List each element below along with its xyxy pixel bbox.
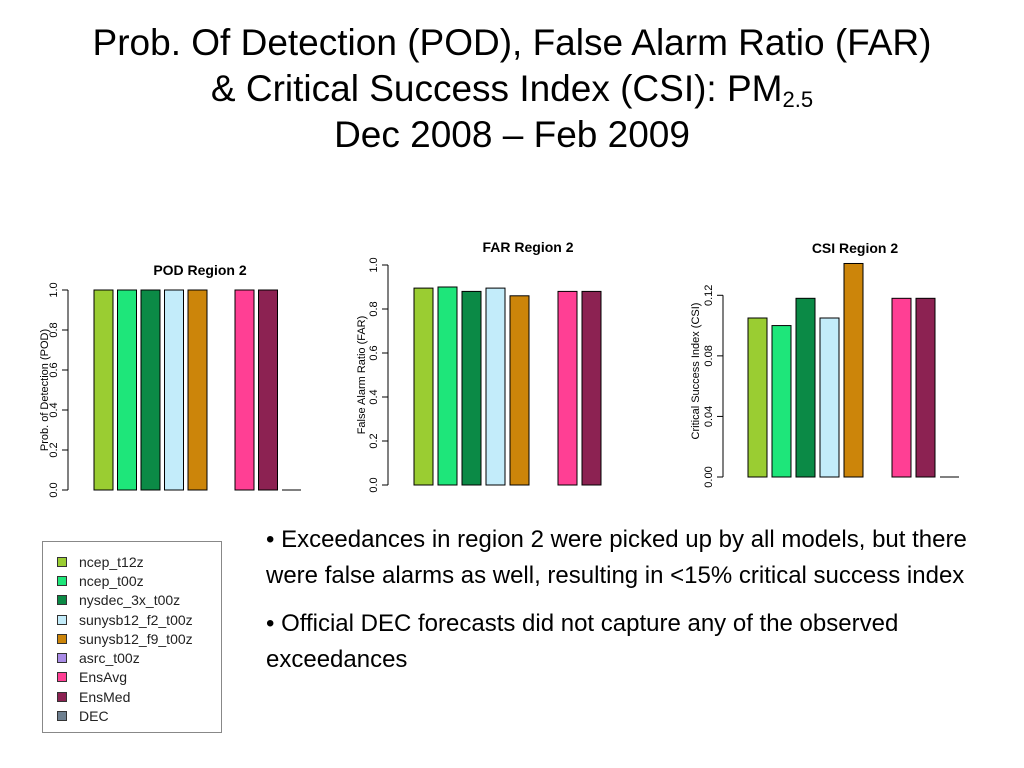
legend-swatch (57, 711, 67, 722)
legend-item: EnsMed (57, 687, 221, 706)
bar-sunysb12_f9_t00z (843, 262, 864, 478)
y-tick-label: 0.6 (368, 345, 380, 360)
chart-title: FAR Region 2 (482, 239, 573, 255)
legend-label: asrc_t00z (79, 650, 140, 667)
chart-legend: ncep_t12z ncep_t00z nysdec_3x_t00z sunysb12… (42, 541, 222, 733)
bar-ncep_t12z (413, 287, 434, 486)
bullet-item: • Exceedances in region 2 were picked up… (266, 526, 967, 589)
bar-ncep_t00z (437, 286, 458, 486)
y-tick-label: 0.4 (48, 402, 60, 417)
chart-title: POD Region 2 (153, 262, 247, 278)
legend-label: nysdec_3x_t00z (79, 592, 181, 609)
y-tick-label: 1.0 (368, 257, 380, 272)
title-line-2-subscript: 2.5 (782, 87, 814, 112)
y-tick-label: 0.8 (48, 322, 60, 337)
bar-EnsAvg (557, 290, 578, 486)
chart-title: CSI Region 2 (812, 240, 899, 256)
bar-sunysb12_f9_t00z (509, 295, 530, 486)
bar-sunysb12_f2_t00z (485, 287, 506, 486)
legend-swatch (57, 595, 67, 606)
far-chart: FAR Region 2 0.0 0.2 0.4 0.6 0.8 1.0 False Alar… (356, 239, 602, 493)
y-axis-label: Prob. of Detection (POD) (39, 329, 51, 451)
y-axis-label: Critical Success Index (CSI) (690, 303, 702, 440)
legend-item: ncep_t12z (57, 552, 221, 571)
bar-EnsMed (581, 290, 602, 486)
y-tick-label: 0.12 (703, 285, 715, 306)
y-tick-label: 0.0 (368, 477, 380, 492)
legend-item: sunysb12_f2_t00z (57, 610, 221, 629)
y-tick-label: 0.2 (368, 433, 380, 448)
bar-EnsMed (258, 289, 278, 491)
bar-EnsAvg (234, 289, 255, 491)
legend-label: ncep_t12z (79, 553, 144, 570)
legend-label: DEC (79, 708, 109, 725)
legend-swatch (57, 556, 67, 567)
bullet-item: • Official DEC forecasts did not capture… (266, 610, 899, 673)
bar-EnsMed (915, 297, 936, 478)
legend-label: ncep_t00z (79, 572, 144, 589)
legend-item: sunysb12_f9_t00z (57, 629, 221, 648)
bar-ncep_t00z (117, 289, 137, 491)
y-tick-label: 0.0 (48, 482, 60, 497)
legend-label: sunysb12_f9_t00z (79, 630, 193, 647)
y-tick-label: 0.04 (703, 406, 715, 427)
legend-swatch (57, 575, 67, 586)
y-tick-label: 1.0 (48, 282, 60, 297)
y-axis-label: False Alarm Ratio (FAR) (356, 316, 368, 435)
legend-swatch (57, 633, 67, 644)
legend-item: EnsAvg (57, 668, 221, 687)
legend-item: ncep_t00z (57, 571, 221, 590)
bar-sunysb12_f9_t00z (187, 289, 208, 491)
legend-swatch (57, 614, 67, 625)
bar-nysdec_3x_t00z (795, 297, 816, 478)
slide-title: Prob. Of Detection (POD), False Alarm Ra… (0, 20, 1024, 158)
bar-ncep_t12z (93, 289, 114, 491)
legend-item: nysdec_3x_t00z (57, 591, 221, 610)
bar-sunysb12_f2_t00z (164, 289, 184, 491)
pod-chart: POD Region 2 0.0 0.2 0.4 0.6 0.8 1.0 Prob. of D… (39, 262, 301, 498)
legend-swatch (57, 691, 67, 702)
bullet-list: • Exceedances in region 2 were picked up… (266, 522, 986, 690)
title-line-1: Prob. Of Detection (POD), False Alarm Ra… (92, 22, 932, 63)
y-tick-label: 0.2 (48, 442, 60, 457)
y-tick-label: 0.8 (368, 301, 380, 316)
title-line-2-text: & Critical Success Index (CSI): PM (210, 68, 783, 109)
y-tick-label: 0.08 (703, 345, 715, 366)
y-tick-label: 0.4 (368, 389, 380, 404)
bar-sunysb12_f2_t00z (819, 317, 840, 478)
title-line-3: Dec 2008 – Feb 2009 (334, 114, 690, 155)
legend-swatch (57, 653, 67, 664)
bar-ncep_t00z (771, 325, 792, 478)
bar-nysdec_3x_t00z (140, 289, 161, 491)
bar-ncep_t12z (747, 317, 768, 478)
legend-label: EnsAvg (79, 669, 127, 686)
legend-label: EnsMed (79, 688, 131, 705)
title-line-2: & Critical Success Index (CSI): PM2.5 (0, 66, 1024, 112)
legend-label: sunysb12_f2_t00z (79, 611, 193, 628)
bar-nysdec_3x_t00z (461, 290, 482, 486)
y-tick-label: 0.00 (703, 466, 715, 487)
legend-item: DEC (57, 706, 221, 725)
y-tick-label: 0.6 (48, 362, 60, 377)
bar-EnsAvg (891, 297, 912, 478)
legend-swatch (57, 672, 67, 683)
legend-item: asrc_t00z (57, 648, 221, 667)
